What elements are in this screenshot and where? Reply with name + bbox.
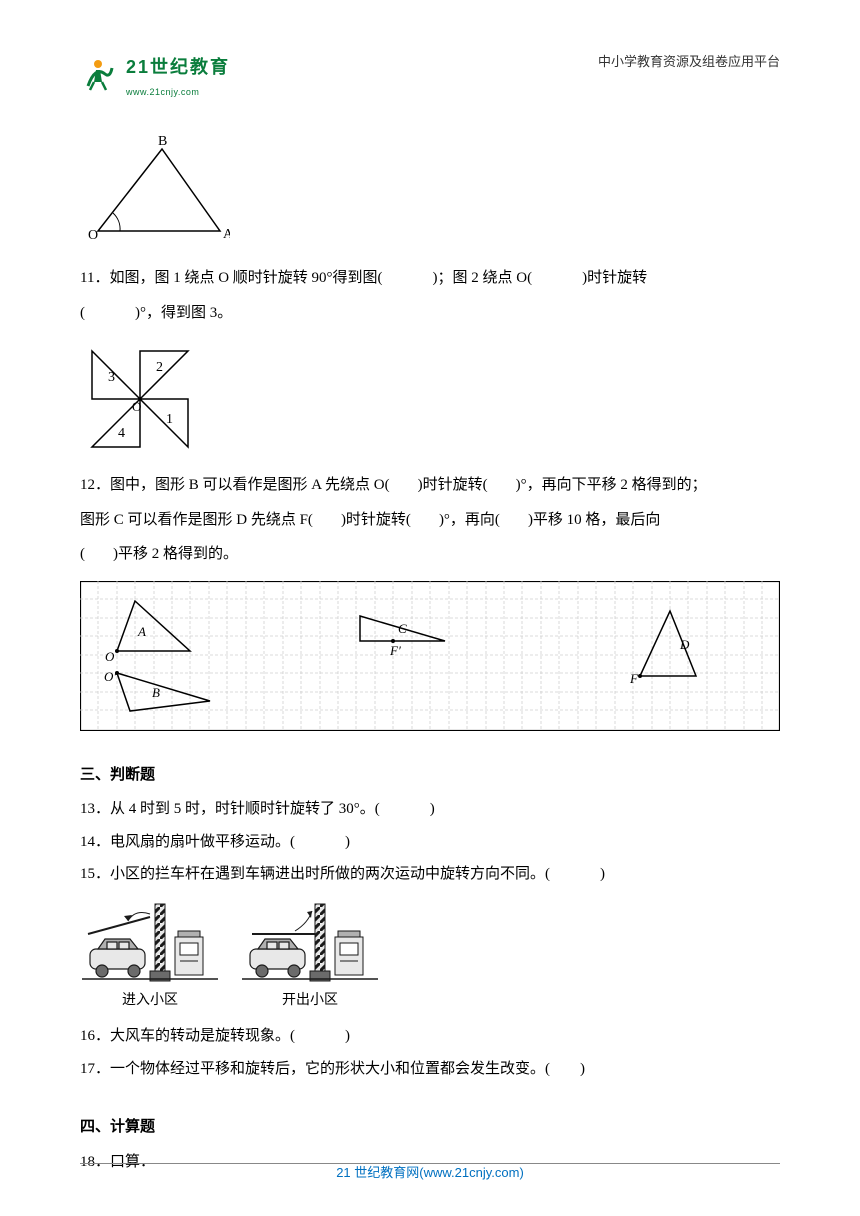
question-12-line3: ( )平移 2 格得到的。 xyxy=(80,540,780,569)
label-O: O xyxy=(88,228,98,243)
pinwheel-label-2: 2 xyxy=(156,360,163,375)
gate-out: 开出小区 xyxy=(240,899,380,1015)
q12-i: )平移 2 格得到的。 xyxy=(113,546,238,562)
page-footer: 21 世纪教育网(www.21cnjy.com) xyxy=(0,1161,860,1186)
pinwheel-label-4: 4 xyxy=(118,426,125,441)
grid-label-A: A xyxy=(137,624,146,639)
logo-icon xyxy=(80,56,120,96)
q12-a: 12．图中，图形 B 可以看作是图形 A 先绕点 O( xyxy=(80,477,390,493)
logo-text-ch: 21世纪教育 xyxy=(126,50,230,84)
pinwheel-label-1: 1 xyxy=(166,412,173,427)
q12-b: )时针旋转( xyxy=(418,477,488,493)
figure-pinwheel: 1 2 3 4 O xyxy=(80,339,780,459)
grid-label-C: C xyxy=(398,621,407,636)
question-12-line2: 图形 C 可以看作是图形 D 先绕点 F( )时针旋转( )°，再向( )平移 10 … xyxy=(80,506,780,535)
q12-e: )时针旋转( xyxy=(341,512,411,528)
q12-h: ( xyxy=(80,546,85,562)
logo-area: 21世纪教育 www.21cnjy.com xyxy=(80,50,230,101)
page-header: 21世纪教育 www.21cnjy.com 中小学教育资源及组卷应用平台 xyxy=(80,50,780,101)
question-13: 13．从 4 时到 5 时，时针顺时针旋转了 30°。() xyxy=(80,795,780,824)
section-4-title: 四、计算题 xyxy=(80,1113,780,1142)
section-3-title: 三、判断题 xyxy=(80,761,780,790)
q12-f: )°，再向( xyxy=(439,512,500,528)
q11-b: )；图 2 绕点 O( xyxy=(433,270,533,286)
label-B: B xyxy=(158,134,167,149)
q12-c: )°，再向下平移 2 格得到的； xyxy=(516,477,707,493)
question-11: 11．如图，图 1 绕点 O 顺时针旋转 90°得到图( )；图 2 绕点 O()… xyxy=(80,264,780,293)
q11-d: ( xyxy=(80,305,85,321)
question-15: 15．小区的拦车杆在遇到车辆进出时所做的两次运动中旋转方向不同。() xyxy=(80,860,780,889)
figure-grid-triangles: A O B O′ C F′ D F xyxy=(80,581,780,731)
grid-label-O: O xyxy=(105,649,115,664)
question-12: 12．图中，图形 B 可以看作是图形 A 先绕点 O( )时针旋转( )°，再向下平… xyxy=(80,471,780,500)
gate-figures: 进入小区 xyxy=(80,899,780,1015)
q11-c: )时针旋转 xyxy=(582,270,647,286)
pinwheel-label-3: 3 xyxy=(108,370,115,385)
figure-triangle-oab: O A B xyxy=(80,131,780,246)
q11-e: )°，得到图 3。 xyxy=(135,305,232,321)
question-17: 17．一个物体经过平移和旋转后，它的形状大小和位置都会发生改变。() xyxy=(80,1055,780,1084)
q11-a: 11．如图，图 1 绕点 O 顺时针旋转 90°得到图( xyxy=(80,270,383,286)
grid-label-F: F xyxy=(629,671,639,686)
grid-label-B: B xyxy=(152,685,160,700)
gate-in: 进入小区 xyxy=(80,899,220,1015)
grid-label-D: D xyxy=(679,637,690,652)
gate-out-caption: 开出小区 xyxy=(240,988,380,1015)
pinwheel-label-O: O xyxy=(132,399,141,414)
gate-in-caption: 进入小区 xyxy=(80,988,220,1015)
q12-d: 图形 C 可以看作是图形 D 先绕点 F( xyxy=(80,512,313,528)
label-A: A xyxy=(223,227,230,242)
question-16: 16．大风车的转动是旋转现象。() xyxy=(80,1022,780,1051)
grid-label-F2: F′ xyxy=(389,643,401,658)
logo-text-en: www.21cnjy.com xyxy=(126,84,230,101)
question-14: 14．电风扇的扇叶做平移运动。() xyxy=(80,828,780,857)
header-platform-text: 中小学教育资源及组卷应用平台 xyxy=(598,50,780,75)
grid-label-O2: O′ xyxy=(104,669,116,684)
q12-g: )平移 10 格，最后向 xyxy=(528,512,661,528)
question-11-line2: ( )°，得到图 3。 xyxy=(80,299,780,328)
